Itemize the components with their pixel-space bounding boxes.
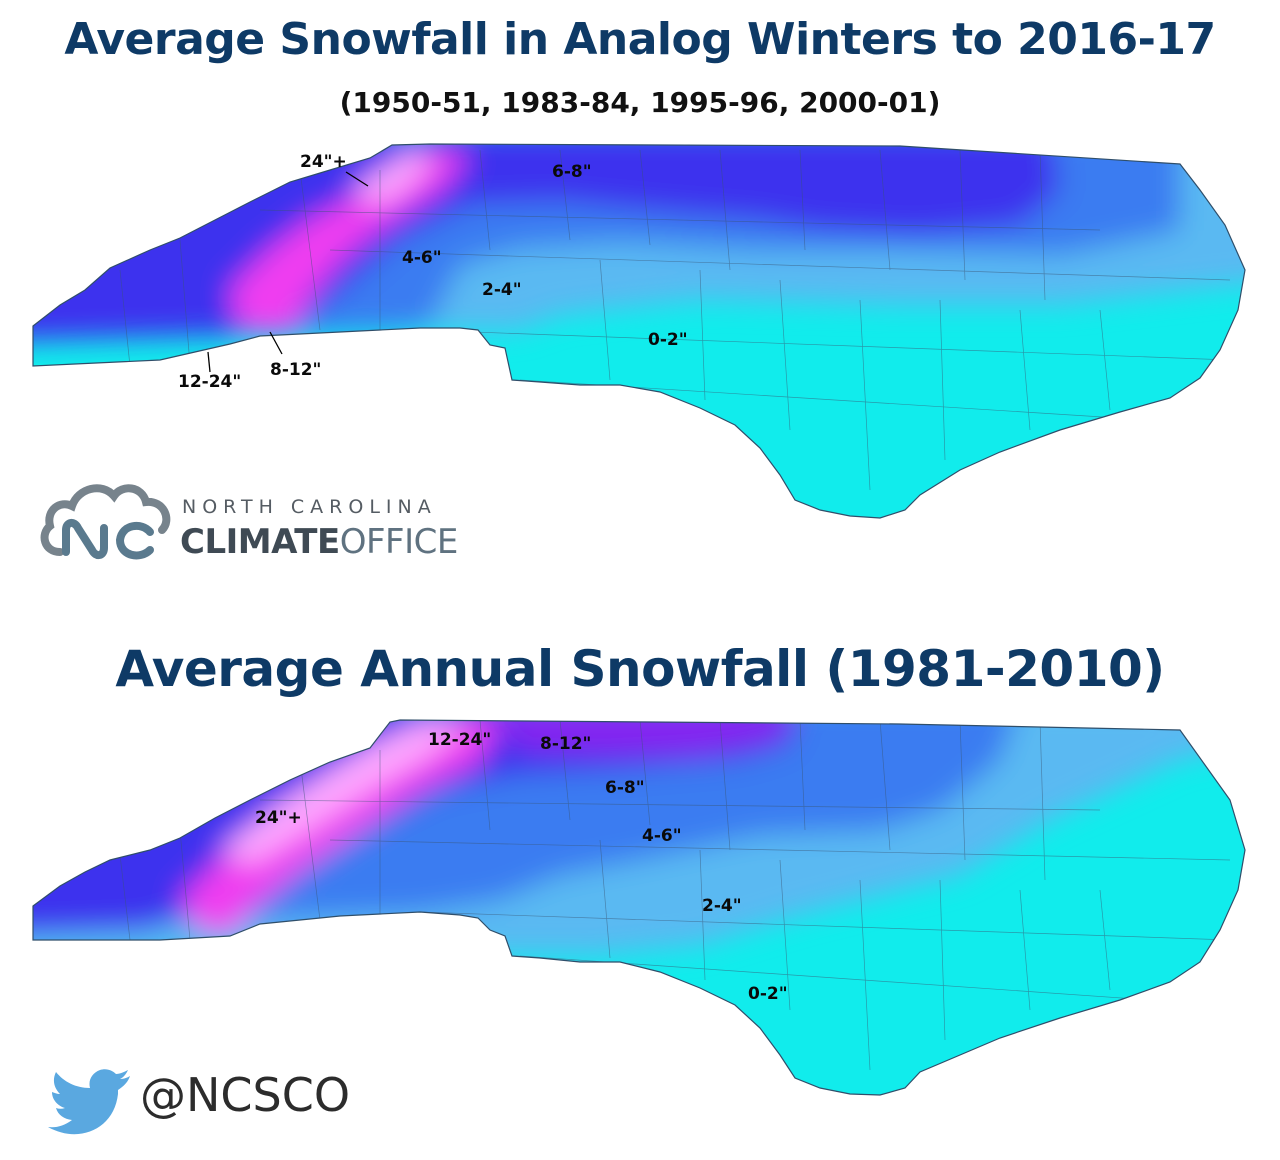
- map2-label-8-12: 8-12": [540, 734, 592, 754]
- map1-label-6-8: 6-8": [552, 162, 592, 182]
- map2-fill: [33, 720, 1245, 1095]
- snowfall-map-annual: 12-24" 8-12" 6-8" 24"+ 4-6" 2-4" 0-2": [0, 700, 1280, 1100]
- nc-climate-office-logo: [38, 470, 508, 565]
- map2-label-24plus: 24"+: [255, 808, 302, 828]
- map2-label-0-2: 0-2": [748, 984, 788, 1004]
- map1-label-0-2: 0-2": [648, 330, 688, 350]
- map1-svg: [32, 143, 1246, 519]
- map1-leader-12-24: [207, 351, 211, 373]
- logo-line2: CLIMATEOFFICE: [180, 522, 458, 562]
- map2-title: Average Annual Snowfall (1981-2010): [115, 640, 1165, 698]
- snowfall-map-analog: 24"+ 6-8" 4-6" 2-4" 0-2" 12-24" 8-12": [0, 130, 1280, 530]
- map2-label-2-4: 2-4": [702, 896, 742, 916]
- map2-label-4-6: 4-6": [642, 826, 682, 846]
- map2-state-outline: [32, 719, 1246, 1096]
- map1-leader-24plus: [345, 171, 369, 187]
- map1-label-8-12: 8-12": [270, 360, 322, 380]
- map1-leader-8-12: [269, 331, 283, 355]
- cloud-icon: [40, 484, 171, 560]
- map1-county-lines: [119, 149, 1231, 491]
- logo-word-office: OFFICE: [339, 522, 459, 562]
- map2-county-lines: [119, 720, 1231, 1071]
- logo-line1: NORTH CAROLINA: [182, 496, 437, 518]
- map1-state-outline: [32, 143, 1246, 519]
- map2-svg: [32, 719, 1246, 1096]
- map1-label-12-24: 12-24": [178, 372, 242, 392]
- twitter-handle: @NCSCO: [140, 1068, 351, 1122]
- map1-subtitle: (1950-51, 1983-84, 1995-96, 2000-01): [339, 86, 941, 119]
- logo-word-climate: CLIMATE: [180, 522, 340, 562]
- map1-title: Average Snowfall in Analog Winters to 20…: [64, 14, 1216, 65]
- map1-label-24plus: 24"+: [300, 152, 347, 172]
- map2-label-12-24: 12-24": [428, 730, 492, 750]
- twitter-bird-icon: [48, 1069, 130, 1135]
- map2-label-6-8: 6-8": [605, 778, 645, 798]
- map1-label-2-4: 2-4": [482, 280, 522, 300]
- map1-label-4-6: 4-6": [402, 248, 442, 268]
